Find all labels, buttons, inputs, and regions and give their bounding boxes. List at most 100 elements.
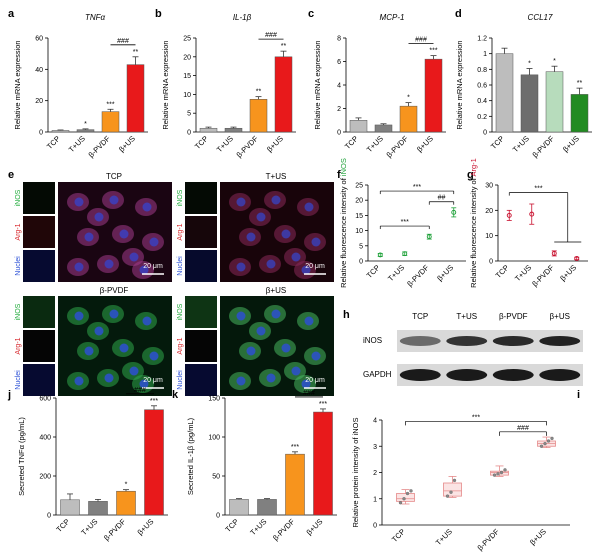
b-y-label: Relative mRNA expression: [161, 40, 170, 129]
blot-band: [446, 369, 488, 381]
j-significance: ***: [150, 398, 158, 405]
panel-label-g: g: [467, 169, 474, 181]
cell-nucleus: [281, 229, 291, 239]
g-y-tick-label: 10: [485, 233, 493, 240]
cell-nucleus: [311, 237, 321, 247]
cell-nucleus: [139, 379, 149, 389]
panel-label-f: f: [337, 169, 341, 181]
d-bar: [520, 74, 539, 133]
cell-nucleus: [301, 265, 311, 275]
a-bar: [51, 130, 70, 133]
f-y-tick-label: 25: [355, 183, 363, 190]
i-point: [503, 468, 507, 472]
cell-nucleus: [74, 311, 84, 321]
cell-nucleus: [301, 379, 311, 389]
c-bar: [349, 120, 368, 133]
c-y-label: Relative mRNA expression: [313, 40, 322, 129]
j-bar: [116, 490, 136, 516]
j-y-tick-label: 400: [39, 435, 51, 442]
d-bar: [545, 71, 564, 133]
channel-tile: [185, 182, 217, 214]
channel-label: Nuclei: [15, 256, 22, 276]
d-significance: *: [553, 58, 556, 65]
j-x-tick-label: T+US: [79, 517, 99, 537]
c-y-tick-label: 2: [337, 106, 341, 113]
micrograph-title: β+US: [266, 286, 286, 295]
c-y-tick-label: 8: [337, 36, 341, 43]
micrograph-title: β-PVDF: [100, 286, 129, 295]
channel-label: Arg-1: [177, 223, 184, 240]
i-point: [449, 490, 453, 494]
k-y-tick-label: 150: [208, 396, 220, 403]
d-y-tick-label: 1.2: [477, 36, 487, 43]
cell-nucleus: [119, 229, 129, 239]
chart-a: 0 20 40 60 TCP T+US β-PVDF β+US Relative mRNA ex…: [13, 13, 148, 159]
f-y-tick-label: 0: [359, 259, 363, 266]
cell-nucleus: [142, 202, 152, 212]
i-bracket-label: ***: [472, 414, 480, 421]
a-title: TNFα: [85, 13, 106, 22]
d-y-tick-label: 1: [483, 51, 487, 58]
micrograph-title: T+US: [266, 172, 287, 181]
j-bar: [60, 499, 80, 516]
g-point: [506, 212, 512, 218]
i-point: [496, 472, 500, 476]
j-x-tick-label: β-PVDF: [102, 517, 128, 543]
g-point: [574, 256, 580, 261]
b-y-tick-label: 20: [183, 54, 191, 61]
a-y-tick-label: 0: [39, 130, 43, 137]
f-point: [402, 251, 408, 257]
microscopy-panel: TCP iNOS Arg-1 Nuclei 20 μm T+US iNOS Arg-1 Nucl…: [15, 172, 334, 396]
channel-tile: [23, 364, 55, 396]
a-y-tick-label: 60: [35, 36, 43, 43]
b-bar: [249, 99, 268, 133]
b-bar: [274, 56, 293, 133]
channel-tile: [23, 296, 55, 328]
chart-j: 0 200 400 600 TCP T+US β-PVDF β+US Secreted TNFα…: [17, 387, 168, 543]
g-x-tick-label: TCP: [494, 263, 511, 280]
d-y-tick-label: 0.8: [477, 67, 487, 74]
k-bar: [285, 453, 305, 516]
j-bar: [88, 501, 108, 516]
c-title: MCP-1: [380, 13, 405, 22]
chart-g: 0 10 20 30 TCP T+USβ-PVDF β+US Relative fluores…: [469, 158, 588, 288]
channel-label: iNOS: [177, 303, 184, 320]
f-bracket-label: ##: [438, 195, 446, 202]
channel-tile: [185, 296, 217, 328]
k-y-label: Secreted IL-1β (pg/mL): [186, 417, 195, 495]
blot-band: [492, 336, 534, 346]
blot-row-label: GAPDH: [363, 370, 392, 379]
channel-tile: [185, 364, 217, 396]
channel-label: Nuclei: [177, 256, 184, 276]
c-x-tick-label: β+US: [415, 134, 435, 154]
blot-band: [399, 369, 441, 381]
panel-label-i: i: [577, 389, 580, 401]
c-significance: *: [407, 95, 410, 102]
g-y-tick-label: 0: [489, 259, 493, 266]
k-x-tick-label: T+US: [248, 517, 268, 537]
blot-strip: [397, 364, 583, 386]
cell-nucleus: [236, 197, 246, 207]
cell-nucleus: [94, 212, 104, 222]
a-y-label: Relative mRNA expression: [13, 40, 22, 129]
panel-label-j: j: [7, 389, 11, 401]
a-bracket-label: ###: [117, 38, 129, 45]
scale-bar-label: 20 μm: [305, 377, 325, 384]
d-y-tick-label: 0.2: [477, 114, 487, 121]
channel-label: Arg-1: [15, 223, 22, 240]
panel-label-h: h: [343, 309, 350, 321]
j-x-tick-label: β+US: [136, 517, 156, 537]
cell-nucleus: [74, 376, 84, 386]
blot-lane-label: β+US: [550, 312, 570, 321]
scale-bar-label: 20 μm: [143, 377, 163, 384]
j-y-tick-label: 0: [47, 513, 51, 520]
c-significance: ***: [429, 48, 437, 55]
b-y-tick-label: 15: [183, 73, 191, 80]
g-x-tick-label: β+US: [558, 263, 578, 283]
panel-label-e: e: [8, 169, 14, 181]
g-x-tick-label: β-PVDF: [530, 263, 556, 289]
f-point: [377, 252, 383, 258]
channel-tile: [185, 250, 217, 282]
i-point: [550, 436, 554, 441]
cell-nucleus: [104, 259, 114, 269]
